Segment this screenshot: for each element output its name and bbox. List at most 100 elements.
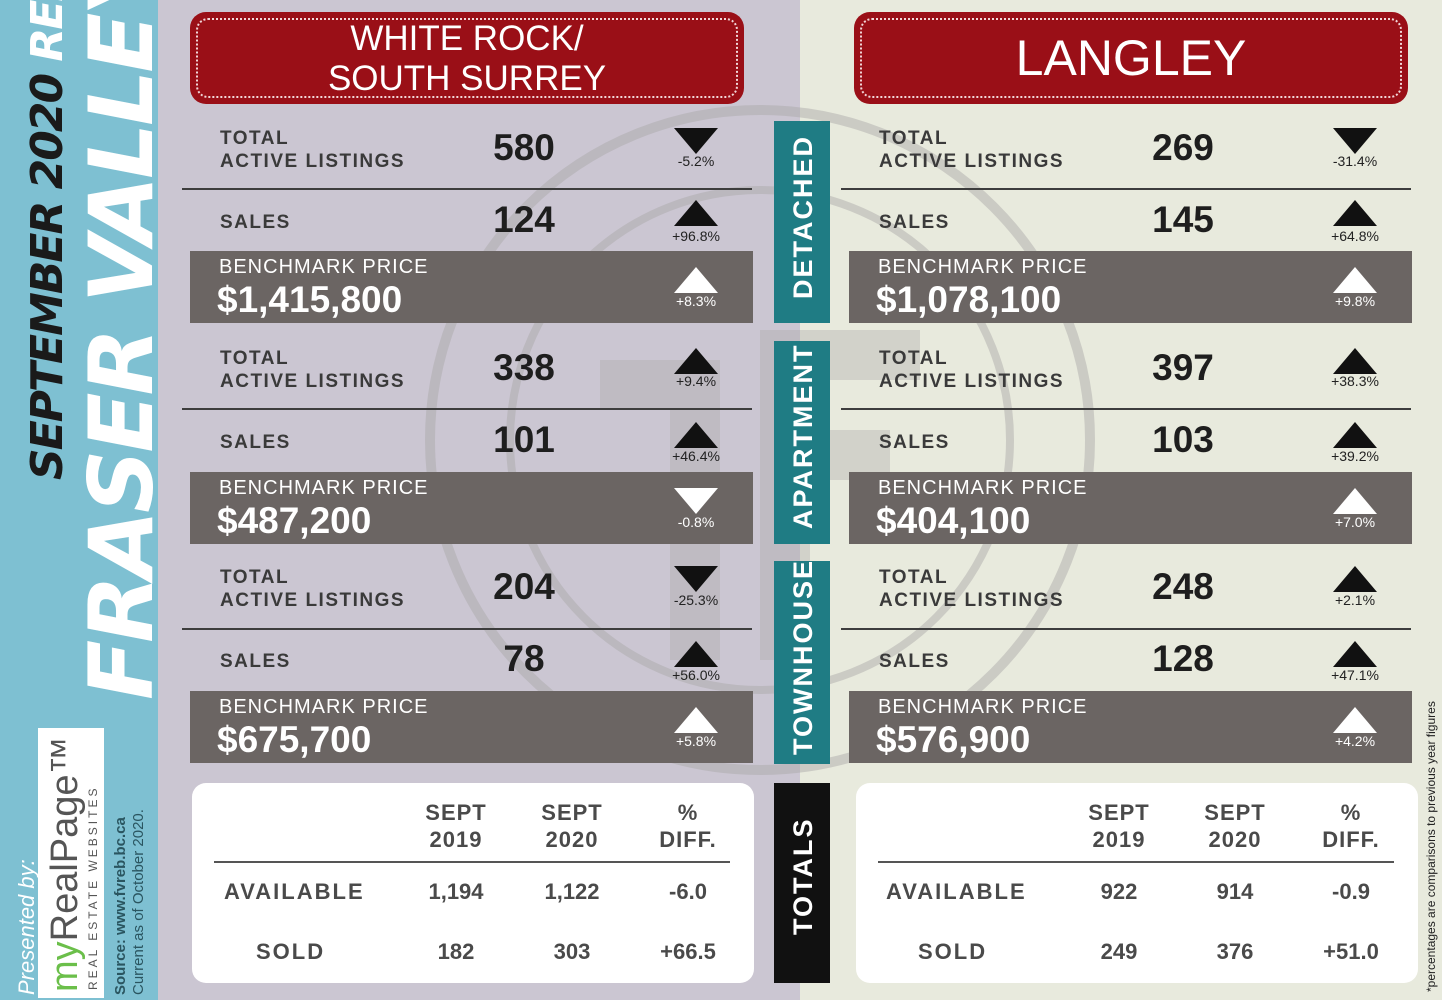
change-percent: +5.8%: [675, 733, 717, 749]
arrow-up-icon: [674, 348, 718, 374]
totals-table-langley: SEPT 2019 SEPT 2020 % DIFF. AVAILABLE 922 9…: [856, 783, 1418, 983]
arrow-up-icon: [1333, 707, 1377, 733]
category-tab-apartment: APARTMENT: [774, 341, 830, 544]
region-banner-langley: LANGLEY: [854, 12, 1408, 104]
benchmark-price-value: $675,700: [217, 719, 372, 760]
report-date: SEPTEMBER 2020 REPORT: [22, 0, 73, 480]
change-percent: +56.0%: [672, 667, 720, 683]
arrow-up-icon: [1333, 422, 1377, 448]
divider: [841, 408, 1411, 410]
active-listings-value: 580: [493, 127, 555, 168]
benchmark-label: BENCHMARK PRICE: [219, 256, 429, 278]
change-percent: +64.8%: [1331, 228, 1379, 244]
region-banner-white-rock: WHITE ROCK/ SOUTH SURREY: [190, 12, 744, 104]
benchmark-label: BENCHMARK PRICE: [878, 696, 1088, 718]
change-percent: +7.0%: [1334, 514, 1376, 530]
category-tab-detached: DETACHED: [774, 121, 830, 323]
logo: myRealPage™: [44, 736, 86, 992]
sales-value: 103: [1152, 419, 1214, 460]
total-active-listings-label: TOTAL ACTIVE LISTINGS: [879, 128, 1065, 172]
arrow-up-icon: [674, 422, 718, 448]
totals-cell: +51.0: [1323, 939, 1379, 964]
totals-table-white-rock: SEPT 2019 SEPT 2020 % DIFF. AVAILABLE 1,194…: [192, 783, 754, 983]
arrow-up-icon: [674, 707, 718, 733]
arrow-up-icon: [1333, 488, 1377, 514]
change-percent: +96.8%: [672, 228, 720, 244]
divider: [182, 628, 752, 630]
benchmark-bar: [849, 251, 1412, 323]
change-percent: +9.4%: [675, 373, 717, 389]
total-active-listings-label: TOTAL ACTIVE LISTINGS: [220, 348, 406, 392]
change-percent: +46.4%: [672, 448, 720, 464]
logo-tagline: REAL ESTATE WEBSITES: [86, 785, 100, 990]
arrow-up-icon: [674, 200, 718, 226]
source-text: Source: www.fvreb.bc.ca: [112, 817, 129, 995]
change-percent: +39.2%: [1331, 448, 1379, 464]
totals-cell: +66.5: [660, 939, 716, 964]
benchmark-price-value: $1,415,800: [217, 279, 403, 320]
totals-cell: -6.0: [669, 879, 707, 904]
active-listings-value: 204: [493, 566, 555, 607]
total-active-listings-label: TOTAL ACTIVE LISTINGS: [879, 567, 1065, 611]
totals-col-header: SEPT 2019: [425, 800, 487, 852]
footnote: *percentages are comparisons to previous…: [1424, 701, 1438, 992]
change-percent: +8.3%: [675, 293, 717, 309]
benchmark-price-value: $487,200: [217, 500, 372, 541]
arrow-up-icon: [1333, 641, 1377, 667]
totals-col-header: SEPT 2019: [1088, 800, 1150, 852]
totals-row-label: AVAILABLE: [886, 879, 1027, 904]
presented-by: Presented by:: [14, 859, 39, 995]
divider: [182, 408, 752, 410]
current-as-of: Current as of October 2020.: [130, 809, 147, 995]
sales-value: 101: [493, 419, 555, 460]
sales-label: SALES: [220, 212, 291, 233]
totals-cell: 1,122: [544, 879, 600, 904]
totals-cell: 914: [1216, 879, 1254, 904]
category-tab-totals: TOTALS: [774, 783, 830, 983]
benchmark-label: BENCHMARK PRICE: [219, 477, 429, 499]
totals-row-label: SOLD: [918, 939, 988, 964]
divider: [878, 861, 1394, 863]
totals-cell: -0.9: [1332, 879, 1370, 904]
benchmark-price-value: $576,900: [876, 719, 1031, 760]
change-percent: +9.8%: [1334, 293, 1376, 309]
sales-value: 124: [493, 199, 555, 240]
total-active-listings-label: TOTAL ACTIVE LISTINGS: [879, 348, 1065, 392]
benchmark-bar: [190, 251, 753, 323]
change-percent: +2.1%: [1334, 592, 1376, 608]
sales-value: 145: [1152, 199, 1214, 240]
sales-label: SALES: [220, 651, 291, 672]
category-label: APARTMENT: [788, 343, 818, 529]
arrow-down-icon: [674, 128, 718, 154]
totals-cell: 249: [1100, 939, 1138, 964]
change-percent: -0.8%: [677, 514, 715, 530]
category-label: TOTALS: [788, 817, 818, 936]
arrow-down-icon: [674, 488, 718, 514]
sales-label: SALES: [879, 651, 950, 672]
category-label: DETACHED: [788, 135, 818, 299]
sales-label: SALES: [879, 432, 950, 453]
benchmark-price-value: $404,100: [876, 500, 1031, 541]
benchmark-bar: [190, 691, 753, 763]
arrow-up-icon: [1333, 200, 1377, 226]
change-percent: -25.3%: [673, 592, 719, 608]
benchmark-label: BENCHMARK PRICE: [219, 696, 429, 718]
totals-col-header: SEPT 2020: [541, 800, 603, 852]
change-percent: +4.2%: [1334, 733, 1376, 749]
benchmark-label: BENCHMARK PRICE: [878, 477, 1088, 499]
benchmark-bar: [190, 472, 753, 544]
arrow-up-icon: [1333, 267, 1377, 293]
sales-value: 128: [1152, 638, 1214, 679]
active-listings-value: 248: [1152, 566, 1214, 607]
arrow-down-icon: [674, 566, 718, 592]
active-listings-value: 269: [1152, 127, 1214, 168]
totals-cell: 376: [1216, 939, 1254, 964]
total-active-listings-label: TOTAL ACTIVE LISTINGS: [220, 567, 406, 611]
divider: [841, 628, 1411, 630]
totals-col-header: SEPT 2020: [1204, 800, 1266, 852]
sidebar: SEPTEMBER 2020 REPORT FRASER VALLEY - 2 …: [0, 0, 173, 1000]
arrow-up-icon: [1333, 566, 1377, 592]
change-percent: -5.2%: [677, 153, 715, 169]
sales-label: SALES: [220, 432, 291, 453]
divider: [214, 861, 730, 863]
